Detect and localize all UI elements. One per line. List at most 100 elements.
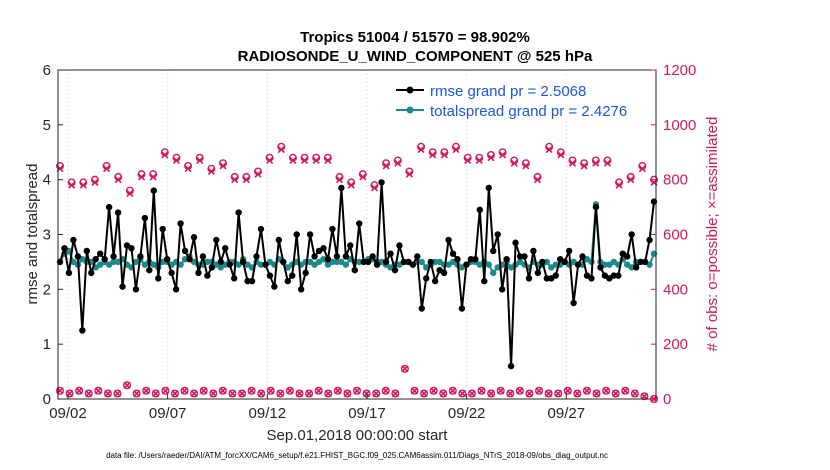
obs-low-assimilated-marker <box>343 389 351 398</box>
rmse-point <box>146 266 153 274</box>
rmse-point <box>266 272 274 279</box>
rmse-point <box>110 253 117 260</box>
rmse-point <box>257 225 265 233</box>
x-tick-label: 09/07 <box>149 405 187 422</box>
obs-assimilated-marker <box>568 159 577 167</box>
obs-low-possible-marker <box>314 386 323 395</box>
totalspread-point <box>490 269 497 277</box>
obs-low-possible-marker <box>161 386 170 395</box>
obs-low-possible-marker <box>602 386 611 395</box>
rmse-point <box>449 250 457 257</box>
obs-low-assimilated-marker <box>219 387 227 395</box>
obs-low-possible-marker <box>180 386 189 395</box>
obs-low-assimilated-marker <box>602 387 610 395</box>
legend-rmse-label: rmse grand pr = 2.5068 <box>430 83 586 100</box>
x-axis-label: Sep.01,2018 00:00:00 start <box>267 427 449 444</box>
obs-assimilated-marker <box>68 181 76 189</box>
rmse-point <box>172 286 180 293</box>
obs-low-possible-marker <box>640 392 649 401</box>
rmse-point <box>503 255 510 263</box>
obs-low-possible-marker <box>305 389 314 398</box>
obs-assimilated-marker <box>207 167 215 176</box>
rmse-point <box>114 209 122 216</box>
rmse-point <box>498 286 506 293</box>
obs-low-possible-marker <box>257 389 266 398</box>
obs-low-possible-marker <box>487 389 496 398</box>
obs-assimilated-marker <box>638 165 646 173</box>
y-left-tick-label: 0 <box>43 391 51 408</box>
obs-low-assimilated-marker <box>631 389 639 398</box>
obs-assimilated-marker <box>301 156 309 165</box>
obs-assimilated-marker <box>487 154 495 162</box>
obs-low-assimilated-marker <box>420 389 428 398</box>
y-axis-label-left: rmse and totalspread <box>24 164 41 305</box>
rmse-point <box>248 277 256 285</box>
obs-low-assimilated-marker <box>506 389 514 398</box>
obs-low-assimilated-marker <box>238 389 246 398</box>
obs-assimilated-marker <box>592 159 600 167</box>
obs-low-possible-marker <box>266 386 275 395</box>
obs-low-assimilated-marker <box>516 387 524 395</box>
rmse-point <box>624 253 631 260</box>
rmse-point <box>329 225 336 233</box>
obs-assimilated-marker <box>464 156 472 165</box>
x-tick-label: 09/27 <box>548 405 586 422</box>
rmse-point <box>494 231 501 238</box>
obs-low-assimilated-marker <box>257 389 265 398</box>
rmse-point <box>70 236 77 244</box>
obs-assimilated-marker <box>347 181 355 189</box>
rmse-point <box>521 253 528 260</box>
obs-assimilated-marker <box>79 181 87 189</box>
obs-low-possible-marker <box>515 386 524 395</box>
obs-low-assimilated-marker <box>583 387 591 395</box>
obs-low-assimilated-marker <box>391 389 399 398</box>
rmse-point <box>235 209 242 216</box>
obs-assimilated-marker <box>254 170 262 178</box>
obs-assimilated-marker <box>103 165 111 173</box>
y-left-tick-label: 5 <box>43 117 51 134</box>
rmse-point <box>458 305 466 312</box>
rmse-point <box>280 258 287 266</box>
obs-assimilated-marker <box>557 151 565 159</box>
rmse-point <box>289 272 296 279</box>
rmse-point <box>119 283 126 290</box>
rmse-point <box>574 261 582 268</box>
rmse-point <box>507 362 515 370</box>
obs-low-possible-marker <box>123 381 132 390</box>
rmse-point <box>418 305 425 312</box>
totalspread-point <box>356 258 363 266</box>
obs-low-assimilated-marker <box>564 387 572 395</box>
obs-low-assimilated-marker <box>276 389 284 398</box>
obs-assimilated-marker <box>312 156 320 165</box>
rmse-point <box>632 264 640 271</box>
obs-low-possible-marker <box>151 389 160 398</box>
y-left-tick-label: 2 <box>43 281 51 298</box>
obs-low-possible-marker <box>496 386 505 395</box>
obs-assimilated-marker <box>405 170 413 178</box>
rmse-point <box>400 258 408 266</box>
obs-low-possible-marker <box>94 386 103 395</box>
rmse-point <box>128 245 135 252</box>
obs-low-assimilated-marker <box>133 389 141 398</box>
obs-low-possible-marker <box>132 389 141 398</box>
obs-low-possible-marker <box>611 389 620 398</box>
obs-low-possible-marker <box>276 389 285 398</box>
obs-assimilated-marker <box>196 156 204 165</box>
y-right-tick-label: 0 <box>663 391 671 408</box>
obs-low-possible-marker <box>343 389 352 398</box>
obs-low-possible-marker <box>170 389 179 398</box>
rmse-point <box>396 242 403 249</box>
obs-low-possible-marker <box>84 389 93 398</box>
totalspread-point <box>110 258 117 266</box>
rmse-point <box>387 250 394 257</box>
rmse-point <box>463 261 470 268</box>
obs-assimilated-marker <box>172 156 181 165</box>
obs-low-assimilated-marker <box>171 389 179 398</box>
obs-assimilated-marker <box>242 176 250 184</box>
obs-low-assimilated-marker <box>621 387 629 395</box>
rmse-point <box>141 214 149 222</box>
obs-assimilated-marker <box>499 151 507 159</box>
rmse-point <box>592 203 600 211</box>
obs-low-assimilated-marker <box>200 387 208 395</box>
rmse-point <box>610 272 618 279</box>
